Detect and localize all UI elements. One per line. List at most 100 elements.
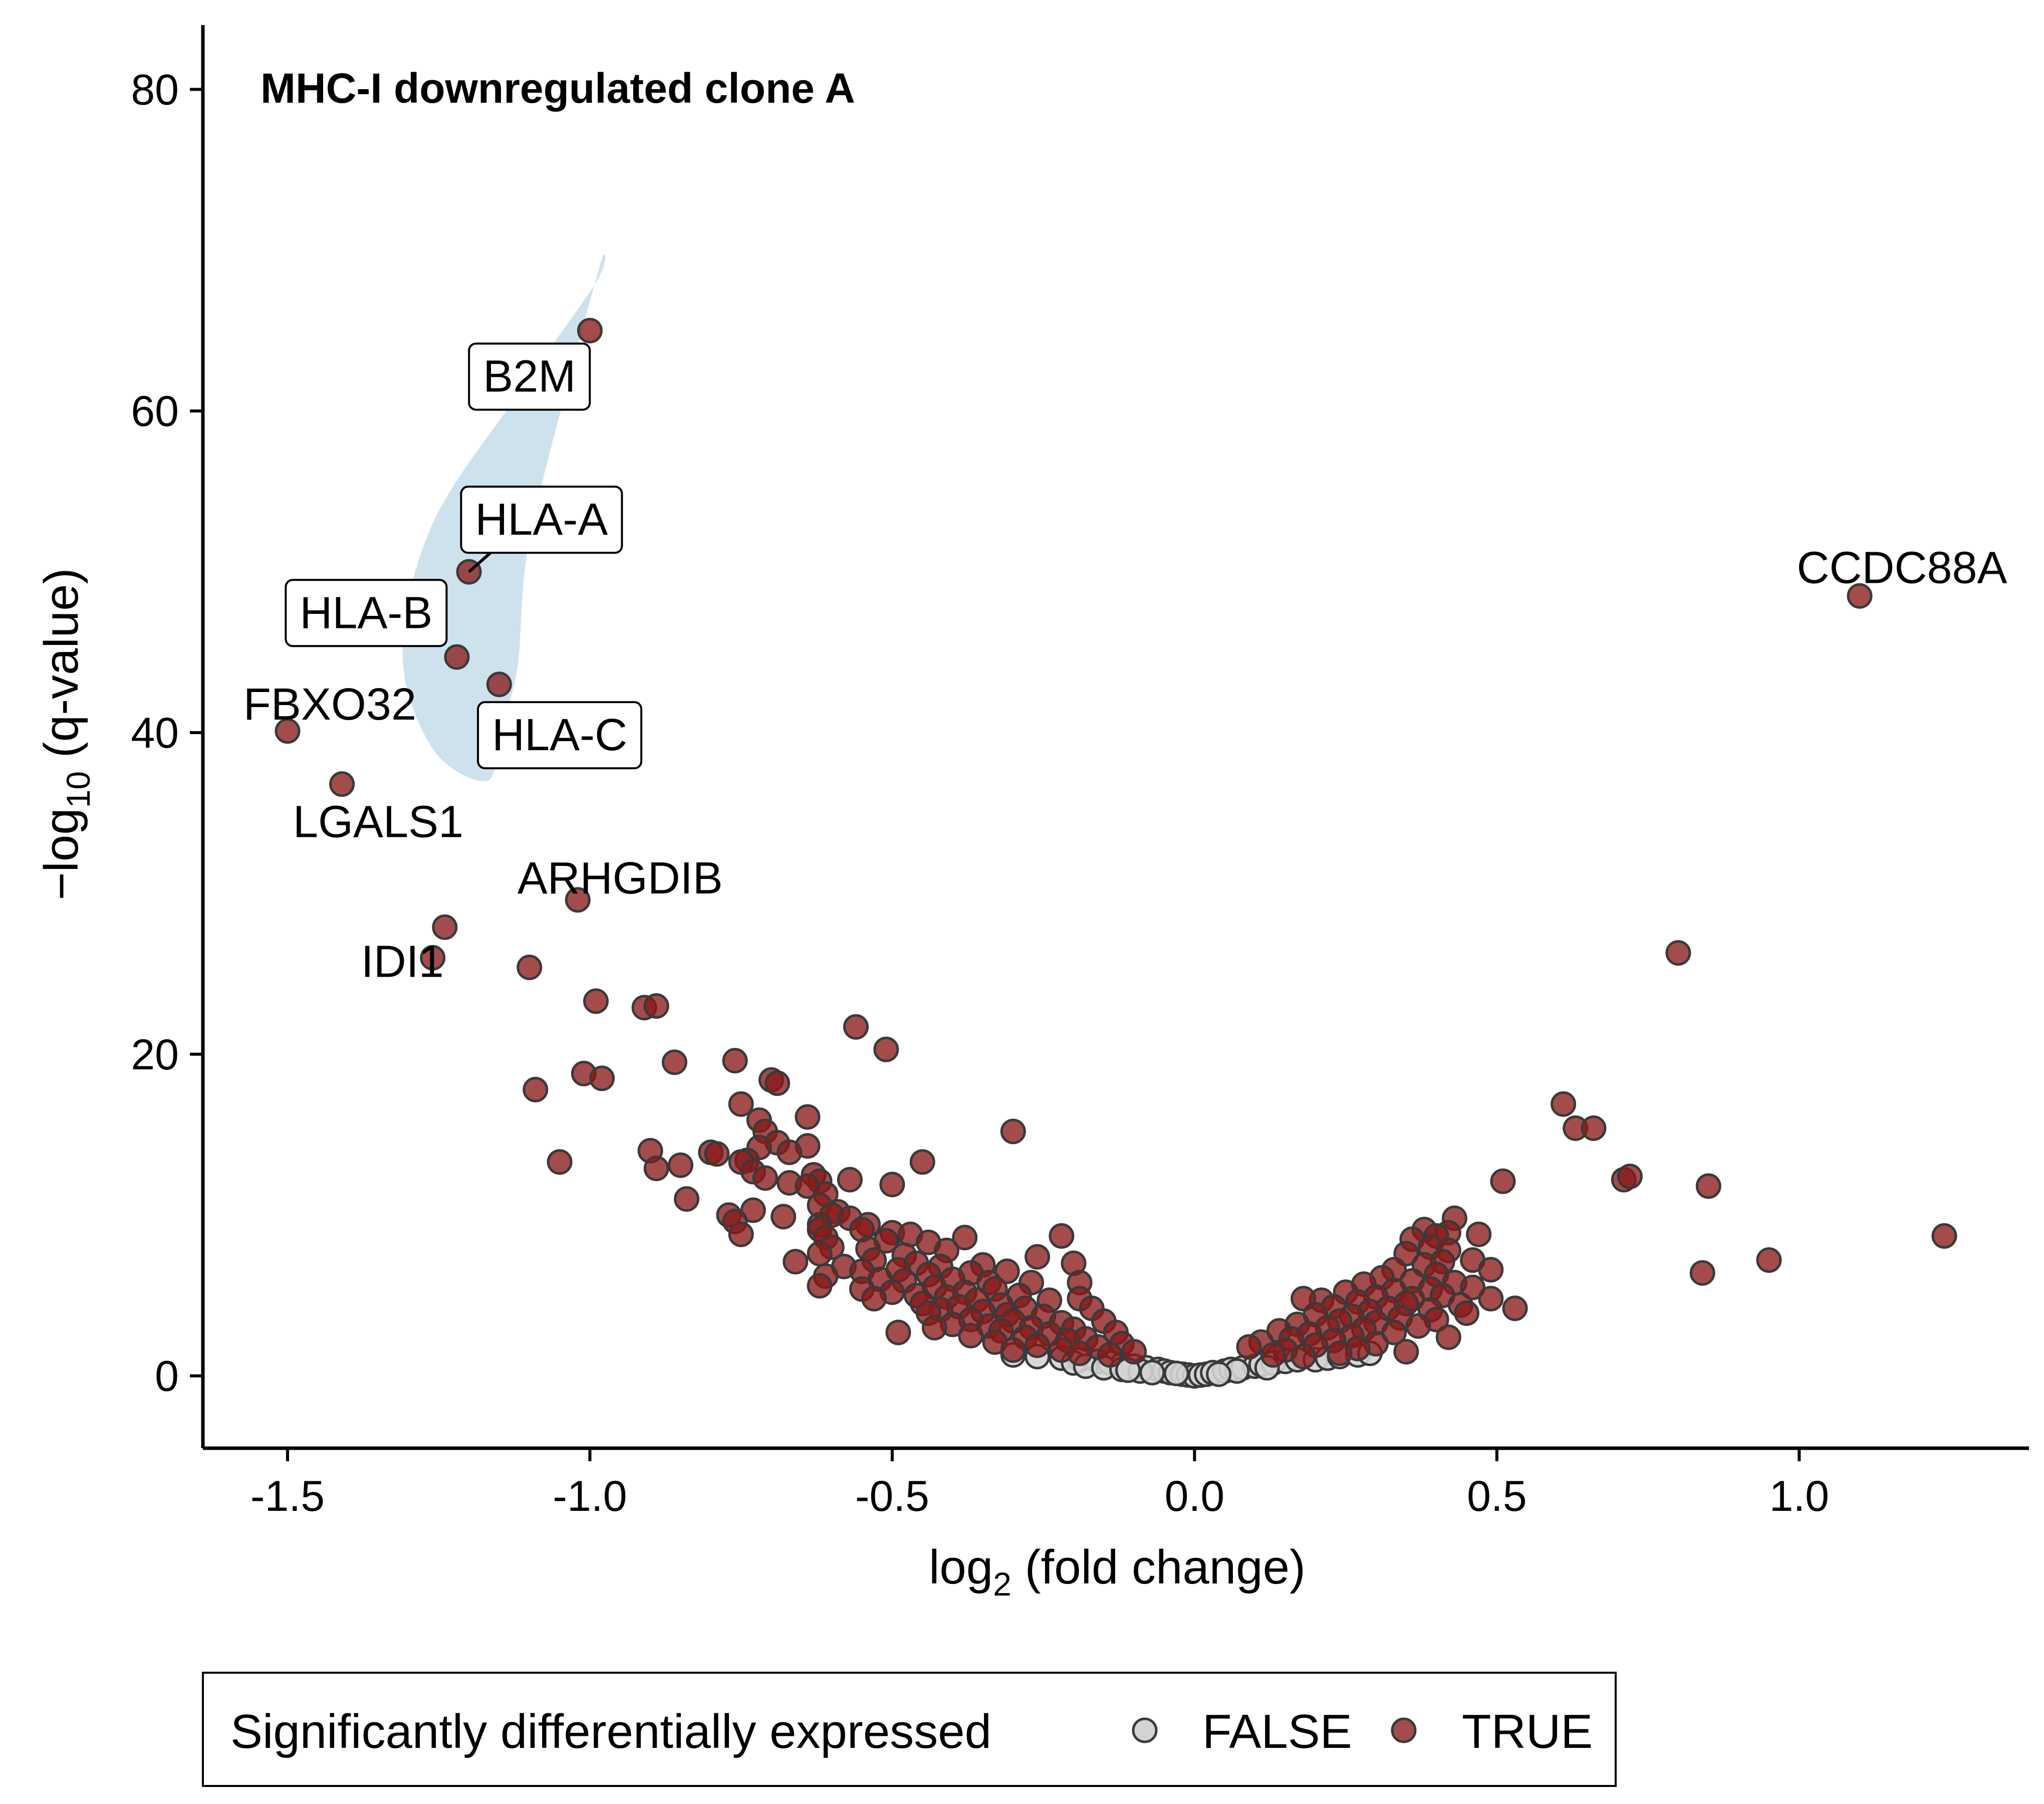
- data-point-true: [589, 1065, 615, 1091]
- data-point-true: [1689, 1260, 1715, 1286]
- data-point-true: [1466, 1221, 1492, 1247]
- data-point-true: [1695, 1173, 1721, 1199]
- gene-label-arhgdib: ARHGDIB: [518, 853, 723, 904]
- series-true-points: [275, 318, 1957, 1370]
- labeled-point-hla-b: [444, 644, 470, 670]
- data-point-true: [807, 1273, 833, 1299]
- data-point-true: [1931, 1223, 1957, 1249]
- data-point-true: [1097, 1342, 1123, 1368]
- data-point-true: [885, 1319, 911, 1345]
- data-point-true: [1049, 1223, 1075, 1249]
- data-point-true: [722, 1048, 748, 1074]
- data-point-true: [1327, 1340, 1353, 1367]
- data-point-true: [1121, 1338, 1147, 1365]
- data-point-true: [547, 1149, 573, 1175]
- x-tick-label: 0.0: [1165, 1472, 1225, 1520]
- data-point-true: [1067, 1340, 1093, 1367]
- y-tick-label: 40: [131, 709, 179, 757]
- gene-label-box: [468, 342, 591, 411]
- x-axis-title: log2 (fold change): [929, 1540, 1306, 1603]
- x-tick-label: -1.5: [250, 1472, 325, 1520]
- labeled-point-fbxo32: [275, 718, 301, 744]
- data-point-true: [1405, 1313, 1431, 1339]
- data-point-true: [1460, 1274, 1486, 1300]
- gene-label-lgals1: LGALS1: [293, 797, 463, 847]
- x-ticks: -1.5 -1.0 -0.5 0.0 0.5 1.0: [250, 1448, 1829, 1520]
- data-point-true: [958, 1322, 984, 1348]
- x-tick-label: -1.0: [553, 1472, 627, 1520]
- data-point-true: [740, 1197, 766, 1223]
- data-point-true: [643, 1156, 669, 1182]
- data-point-true: [783, 1249, 809, 1275]
- gene-label-box: [285, 579, 448, 647]
- gene-label-hla-b: HLA-B: [300, 588, 432, 638]
- data-point-true: [795, 1104, 821, 1130]
- y-tick-label: 60: [131, 387, 179, 435]
- data-point-true: [1478, 1286, 1504, 1312]
- data-point-true: [1756, 1247, 1782, 1273]
- data-point-true: [1581, 1115, 1607, 1141]
- gene-label-idi1: IDI1: [361, 937, 444, 987]
- data-point-true: [843, 1014, 869, 1040]
- labeled-point-idi1: [420, 945, 446, 971]
- data-point-true: [1236, 1334, 1262, 1360]
- gene-label-hla-a: HLA-A: [475, 495, 608, 545]
- data-point-true: [1435, 1324, 1461, 1350]
- data-point-true: [728, 1221, 754, 1247]
- data-point-true: [771, 1204, 797, 1230]
- axes: [201, 25, 2029, 1450]
- labeled-point-lgals1: [329, 771, 355, 797]
- data-point-true: [728, 1091, 754, 1117]
- legend: Significantly differentially expressed F…: [202, 1672, 1617, 1787]
- data-point-true: [752, 1165, 778, 1191]
- data-point-true: [952, 1225, 978, 1251]
- data-point-true: [1454, 1300, 1480, 1326]
- data-point-true: [643, 993, 669, 1019]
- legend-true-label: TRUE: [1462, 1705, 1593, 1758]
- chart-title: MHC-I downregulated clone A: [261, 65, 855, 112]
- data-point-true: [1381, 1319, 1407, 1345]
- data-point-true: [1025, 1244, 1051, 1270]
- gene-label-box: [477, 701, 643, 770]
- data-point-true: [1551, 1091, 1577, 1117]
- x-tick-label: -0.5: [855, 1472, 929, 1520]
- data-point-true: [667, 1152, 693, 1178]
- legend-frame: [202, 1672, 1617, 1787]
- data-point-true: [873, 1036, 899, 1062]
- y-tick-label: 80: [131, 66, 179, 114]
- data-point-true: [837, 1167, 863, 1193]
- data-point-false: [1206, 1361, 1232, 1387]
- gene-label-ccdc88a: CCDC88A: [1797, 543, 2007, 593]
- data-point-false: [1163, 1361, 1189, 1387]
- labeled-point-b2m: [577, 318, 603, 344]
- data-point-true: [1665, 940, 1691, 966]
- legend-true-key: [1391, 1717, 1417, 1743]
- gene-label-b2m: B2M: [483, 352, 576, 402]
- data-point-true: [764, 1070, 791, 1096]
- data-point-true: [921, 1314, 947, 1340]
- gene-labels: B2M HLA-A HLA-B HLA-C CCDC88A FBXO32 LGALS1 ARH…: [243, 342, 2007, 987]
- data-point-true: [432, 914, 458, 940]
- gene-label-box: [460, 486, 623, 554]
- labeled-point-ccdc88a: [1847, 583, 1873, 609]
- y-tick-label: 20: [131, 1031, 179, 1079]
- data-point-true: [777, 1140, 803, 1166]
- data-point-true: [1000, 1337, 1026, 1363]
- data-point-true: [1260, 1342, 1286, 1368]
- labeled-point-arhgdib: [565, 887, 591, 913]
- data-point-true: [523, 1076, 549, 1102]
- gene-label-hla-c: HLA-C: [492, 710, 627, 760]
- data-point-false: [1139, 1360, 1165, 1386]
- data-point-true: [879, 1172, 905, 1198]
- data-point-true: [909, 1149, 935, 1175]
- y-axis-title: −log10 (q-value): [35, 568, 97, 900]
- data-point-true: [1490, 1168, 1516, 1194]
- data-point-true: [807, 1241, 833, 1267]
- data-point-true: [1025, 1332, 1051, 1359]
- labeled-point-hla-c: [486, 671, 512, 698]
- legend-false-key: [1132, 1717, 1158, 1743]
- data-point-true: [1478, 1257, 1504, 1283]
- data-point-true: [1393, 1338, 1419, 1365]
- y-ticks: 0 20 40 60 80: [131, 66, 203, 1401]
